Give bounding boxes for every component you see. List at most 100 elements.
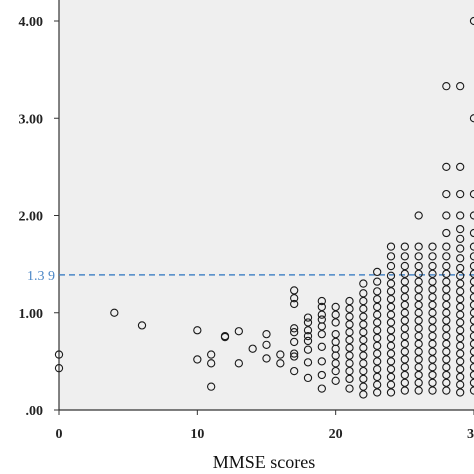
y-tick-label: 2.00 bbox=[19, 210, 44, 225]
data-point bbox=[428, 316, 437, 325]
data-point bbox=[331, 359, 340, 368]
y-tick-label: 4.00 bbox=[19, 15, 44, 30]
data-point bbox=[456, 372, 465, 382]
data-point bbox=[331, 366, 340, 376]
data-point bbox=[359, 390, 368, 399]
data-point bbox=[400, 252, 409, 261]
data-point bbox=[414, 285, 423, 294]
data-point bbox=[317, 322, 326, 331]
data-point bbox=[290, 328, 299, 337]
data-point bbox=[373, 380, 382, 389]
data-point bbox=[359, 304, 368, 314]
data-point bbox=[345, 335, 354, 345]
data-point bbox=[359, 279, 368, 288]
data-point bbox=[414, 252, 423, 261]
data-point bbox=[373, 287, 382, 296]
data-point bbox=[345, 343, 354, 352]
data-point bbox=[456, 162, 465, 172]
data-point bbox=[54, 350, 64, 359]
data-point bbox=[428, 363, 437, 372]
data-point bbox=[345, 351, 354, 360]
data-point bbox=[428, 293, 437, 302]
data-point bbox=[317, 384, 326, 393]
data-point bbox=[400, 363, 409, 372]
data-point bbox=[303, 345, 313, 354]
data-point bbox=[290, 324, 299, 333]
data-point bbox=[442, 162, 451, 172]
data-point bbox=[442, 324, 451, 333]
data-point bbox=[386, 349, 396, 358]
data-point bbox=[400, 378, 409, 387]
data-point bbox=[414, 347, 423, 356]
data-point bbox=[345, 312, 354, 321]
data-point bbox=[456, 287, 465, 296]
data-point bbox=[359, 343, 368, 352]
data-point bbox=[359, 328, 368, 337]
data-point bbox=[345, 320, 354, 329]
data-point bbox=[442, 363, 451, 372]
data-points bbox=[54, 16, 474, 399]
data-point bbox=[456, 302, 465, 312]
data-point bbox=[456, 388, 465, 397]
data-point bbox=[414, 316, 423, 325]
data-point bbox=[110, 308, 119, 317]
data-point bbox=[386, 333, 396, 343]
data-point bbox=[276, 350, 285, 359]
data-point bbox=[359, 312, 368, 321]
data-point bbox=[414, 211, 423, 220]
data-point bbox=[456, 349, 465, 358]
y-tick-label: .00 bbox=[26, 404, 44, 419]
data-point bbox=[428, 386, 437, 395]
data-point bbox=[290, 299, 299, 309]
data-point bbox=[386, 252, 396, 261]
data-point bbox=[456, 271, 465, 280]
data-point bbox=[303, 373, 313, 383]
data-point bbox=[345, 384, 354, 393]
data-point bbox=[442, 316, 451, 325]
data-point bbox=[331, 318, 340, 327]
data-point bbox=[373, 267, 382, 277]
data-point bbox=[303, 358, 313, 367]
data-point bbox=[359, 320, 368, 329]
data-point bbox=[345, 359, 354, 368]
data-point bbox=[386, 326, 396, 335]
data-point bbox=[442, 293, 451, 302]
data-point bbox=[373, 341, 382, 350]
data-point bbox=[414, 363, 423, 372]
data-point bbox=[262, 329, 271, 339]
data-point bbox=[373, 365, 382, 374]
data-point bbox=[442, 308, 451, 317]
data-point bbox=[400, 316, 409, 325]
data-point bbox=[442, 355, 451, 364]
data-point bbox=[428, 339, 437, 349]
data-point bbox=[331, 310, 340, 319]
data-point bbox=[262, 354, 271, 363]
data-point bbox=[345, 374, 354, 384]
data-point bbox=[456, 263, 465, 273]
data-point bbox=[456, 234, 465, 243]
data-point bbox=[359, 382, 368, 391]
data-point bbox=[303, 326, 313, 335]
data-point bbox=[386, 287, 396, 296]
data-point bbox=[290, 337, 299, 347]
data-point bbox=[207, 359, 216, 368]
data-point bbox=[234, 359, 243, 368]
data-point bbox=[456, 318, 465, 327]
data-point bbox=[456, 82, 465, 91]
data-point bbox=[400, 331, 409, 341]
data-point bbox=[386, 341, 396, 350]
data-point bbox=[400, 324, 409, 333]
data-point bbox=[317, 370, 326, 380]
x-tick-label: 10 bbox=[190, 427, 204, 442]
data-point bbox=[137, 321, 147, 330]
data-point bbox=[386, 318, 396, 327]
data-point bbox=[386, 357, 396, 366]
data-point bbox=[428, 269, 437, 278]
data-point bbox=[414, 308, 423, 317]
data-point bbox=[414, 339, 423, 349]
data-point bbox=[386, 242, 396, 251]
data-point bbox=[359, 359, 368, 368]
data-point bbox=[373, 310, 382, 319]
data-point bbox=[428, 277, 437, 286]
data-point bbox=[400, 261, 409, 271]
